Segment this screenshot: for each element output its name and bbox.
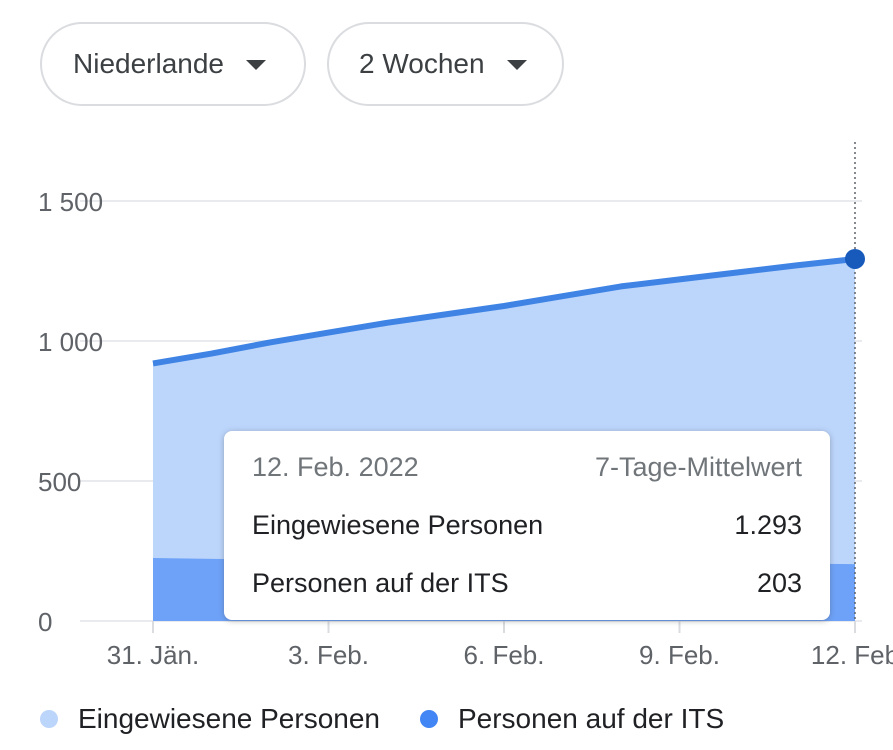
tooltip-row-value: 203 — [756, 567, 802, 598]
y-tick-label: 1 500 — [38, 187, 103, 217]
country-dropdown[interactable]: Niederlande — [40, 22, 306, 106]
tooltip-row-value: 1.293 — [734, 509, 802, 540]
legend-item-hospitalized[interactable]: Eingewiesene Personen — [40, 703, 380, 735]
y-tick-label: 0 — [38, 607, 52, 637]
x-tick-label: 3. Feb. — [288, 640, 369, 670]
legend-swatch — [40, 710, 58, 728]
x-tick-label: 31. Jän. — [107, 640, 200, 670]
y-tick-label: 1 000 — [38, 327, 103, 357]
data-point-highlight[interactable] — [845, 248, 865, 269]
chevron-down-icon — [506, 60, 527, 70]
tooltip-row: Eingewiesene Personen 1.293 — [252, 496, 802, 554]
chevron-down-icon — [246, 60, 266, 70]
tooltip-row: Personen auf der ITS 203 — [252, 554, 802, 612]
x-tick-label: 6. Feb. — [464, 640, 545, 670]
tooltip-row-label: Personen auf der ITS — [252, 567, 509, 598]
series-line-hospitalized — [152, 255, 856, 367]
country-dropdown-label: Niederlande — [73, 48, 224, 79]
tooltip-header: 12. Feb. 2022 7-Tage-Mittelwert — [252, 438, 802, 496]
chart-legend: Eingewiesene Personen Personen auf der I… — [40, 703, 764, 735]
y-tick-label: 500 — [38, 467, 81, 497]
legend-swatch — [419, 710, 438, 728]
legend-label: Personen auf der ITS — [457, 703, 725, 734]
legend-item-icu[interactable]: Personen auf der ITS — [419, 703, 725, 735]
x-tick-label: 9. Feb. — [639, 640, 720, 670]
chart-tooltip: 12. Feb. 2022 7-Tage-Mittelwert Eingewie… — [224, 431, 830, 620]
x-tick-label: 12. Feb — [811, 640, 893, 670]
tooltip-date: 12. Feb. 2022 — [252, 451, 419, 482]
legend-label: Eingewiesene Personen — [78, 703, 380, 734]
period-dropdown[interactable]: 2 Wochen — [327, 22, 564, 106]
period-dropdown-label: 2 Wochen — [359, 48, 485, 79]
tooltip-row-label: Eingewiesene Personen — [252, 509, 544, 540]
tooltip-metric: 7-Tage-Mittelwert — [594, 451, 802, 482]
